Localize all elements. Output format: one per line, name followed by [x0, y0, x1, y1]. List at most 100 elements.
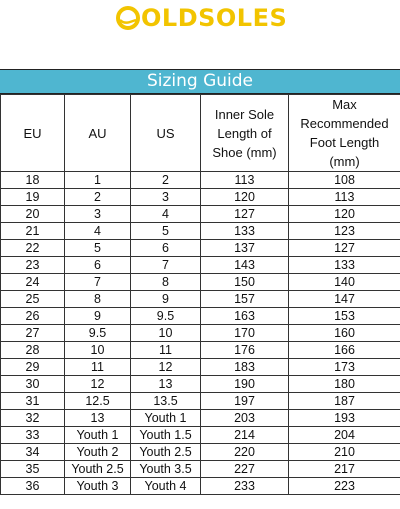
cell-max-foot: 217	[288, 460, 400, 478]
cell-au: 12	[64, 375, 131, 393]
cell-inner-sole: 120	[200, 188, 289, 206]
cell-max-foot: 140	[288, 273, 400, 291]
cell-au: 4	[64, 222, 131, 240]
header-inner-sole: Inner Sole Length of Shoe (mm)	[200, 94, 289, 172]
cell-eu: 19	[0, 188, 65, 206]
cell-au: 5	[64, 239, 131, 257]
cell-us: Youth 3.5	[130, 460, 201, 478]
cell-inner-sole: 170	[200, 324, 289, 342]
cell-eu: 28	[0, 341, 65, 359]
sizing-table: EU AU US Inner Sole Length of Shoe (mm) …	[0, 94, 400, 495]
header-max-foot-line: (mm)	[329, 154, 360, 169]
cell-us: Youth 1	[130, 409, 201, 427]
cell-eu: 30	[0, 375, 65, 393]
cell-eu: 27	[0, 324, 65, 342]
cell-inner-sole: 150	[200, 273, 289, 291]
brand-logo: OLDSOLES	[116, 4, 287, 32]
table-row: 33 Youth 1 Youth 1.5 214 204	[0, 426, 400, 444]
header-max-foot-line: Max	[332, 97, 357, 112]
cell-inner-sole: 214	[200, 426, 289, 444]
table-row: 30 12 13 190 180	[0, 375, 400, 393]
cell-max-foot: 193	[288, 409, 400, 427]
table-row: 29 11 12 183 173	[0, 358, 400, 376]
header-max-foot-line: Recommended	[300, 116, 389, 131]
cell-eu: 25	[0, 290, 65, 308]
cell-us: 13	[130, 375, 201, 393]
cell-max-foot: 223	[288, 477, 400, 495]
cell-us: Youth 4	[130, 477, 201, 495]
table-row: 23 6 7 143 133	[0, 256, 400, 274]
table-row: 26 9 9.5 163 153	[0, 307, 400, 325]
cell-eu: 18	[0, 171, 65, 189]
cell-inner-sole: 227	[200, 460, 289, 478]
cell-inner-sole: 163	[200, 307, 289, 325]
table-row: 35 Youth 2.5 Youth 3.5 227 217	[0, 460, 400, 478]
cell-max-foot: 187	[288, 392, 400, 410]
table-row: 24 7 8 150 140	[0, 273, 400, 291]
cell-eu: 31	[0, 392, 65, 410]
cell-us: Youth 2.5	[130, 443, 201, 461]
cell-eu: 26	[0, 307, 65, 325]
cell-max-foot: 166	[288, 341, 400, 359]
cell-inner-sole: 220	[200, 443, 289, 461]
cell-inner-sole: 176	[200, 341, 289, 359]
cell-eu: 23	[0, 256, 65, 274]
cell-au: 10	[64, 341, 131, 359]
cell-us: 6	[130, 239, 201, 257]
cell-eu: 35	[0, 460, 65, 478]
cell-au: 2	[64, 188, 131, 206]
cell-au: Youth 3	[64, 477, 131, 495]
cell-au: 9.5	[64, 324, 131, 342]
cell-eu: 34	[0, 443, 65, 461]
table-row: 36 Youth 3 Youth 4 233 223	[0, 477, 400, 495]
table-header-row: EU AU US Inner Sole Length of Shoe (mm) …	[0, 94, 400, 172]
cell-us: 11	[130, 341, 201, 359]
cell-au: 11	[64, 358, 131, 376]
cell-eu: 20	[0, 205, 65, 223]
cell-eu: 22	[0, 239, 65, 257]
cell-inner-sole: 127	[200, 205, 289, 223]
cell-inner-sole: 143	[200, 256, 289, 274]
cell-au: 3	[64, 205, 131, 223]
cell-us: 4	[130, 205, 201, 223]
cell-au: 6	[64, 256, 131, 274]
cell-max-foot: 210	[288, 443, 400, 461]
cell-us: 7	[130, 256, 201, 274]
cell-max-foot: 204	[288, 426, 400, 444]
table-row: 32 13 Youth 1 203 193	[0, 409, 400, 427]
cell-max-foot: 153	[288, 307, 400, 325]
sizing-guide-title: Sizing Guide	[0, 69, 400, 94]
header-inner-sole-line: Length of	[217, 125, 272, 141]
cell-us: 8	[130, 273, 201, 291]
cell-eu: 33	[0, 426, 65, 444]
cell-us: 13.5	[130, 392, 201, 410]
header-au: AU	[64, 94, 131, 172]
cell-max-foot: 108	[288, 171, 400, 189]
cell-au: 8	[64, 290, 131, 308]
cell-eu: 32	[0, 409, 65, 427]
cell-max-foot: 180	[288, 375, 400, 393]
cell-au: Youth 2	[64, 443, 131, 461]
cell-inner-sole: 233	[200, 477, 289, 495]
cell-inner-sole: 157	[200, 290, 289, 308]
brand-name: OLDSOLES	[141, 4, 288, 32]
table-row: 25 8 9 157 147	[0, 290, 400, 308]
header-us: US	[130, 94, 201, 172]
table-row: 19 2 3 120 113	[0, 188, 400, 206]
cell-inner-sole: 203	[200, 409, 289, 427]
cell-au: 9	[64, 307, 131, 325]
shoe-logo-icon	[116, 6, 140, 30]
table-row: 20 3 4 127 120	[0, 205, 400, 223]
cell-us: 9	[130, 290, 201, 308]
cell-max-foot: 160	[288, 324, 400, 342]
table-row: 28 10 11 176 166	[0, 341, 400, 359]
cell-au: 7	[64, 273, 131, 291]
cell-us: 2	[130, 171, 201, 189]
cell-eu: 29	[0, 358, 65, 376]
table-row: 31 12.5 13.5 197 187	[0, 392, 400, 410]
cell-inner-sole: 183	[200, 358, 289, 376]
cell-eu: 21	[0, 222, 65, 240]
cell-max-foot: 123	[288, 222, 400, 240]
cell-max-foot: 147	[288, 290, 400, 308]
cell-inner-sole: 133	[200, 222, 289, 240]
